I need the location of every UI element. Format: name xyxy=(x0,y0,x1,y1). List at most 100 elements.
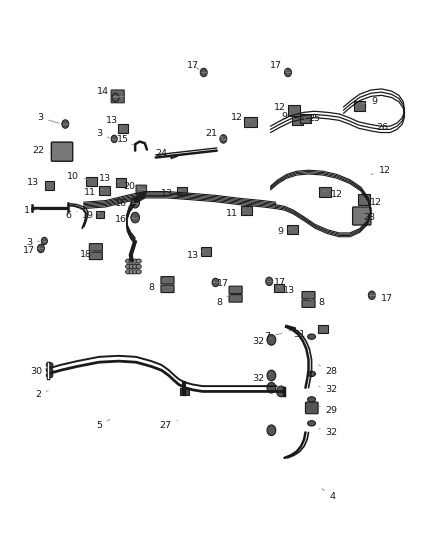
Ellipse shape xyxy=(307,421,315,426)
Bar xyxy=(318,325,328,333)
Text: 12: 12 xyxy=(363,198,382,207)
Circle shape xyxy=(37,244,44,253)
Text: 3: 3 xyxy=(96,129,110,138)
Bar xyxy=(354,101,365,111)
Text: 13: 13 xyxy=(278,286,295,295)
Circle shape xyxy=(212,278,219,287)
Circle shape xyxy=(267,382,276,393)
Circle shape xyxy=(111,135,117,143)
Bar xyxy=(99,185,110,195)
Bar xyxy=(116,178,126,187)
Text: 32: 32 xyxy=(252,337,271,346)
Text: 9: 9 xyxy=(277,228,291,237)
Text: 13: 13 xyxy=(106,116,122,127)
Text: 24: 24 xyxy=(155,149,173,158)
Text: 8: 8 xyxy=(309,298,325,307)
Bar xyxy=(86,176,97,186)
Ellipse shape xyxy=(129,264,134,269)
Text: 20: 20 xyxy=(124,182,141,191)
Circle shape xyxy=(266,277,273,286)
Bar xyxy=(288,106,300,116)
Text: 13: 13 xyxy=(161,189,180,198)
Ellipse shape xyxy=(133,264,138,269)
Ellipse shape xyxy=(133,259,138,263)
FancyBboxPatch shape xyxy=(136,185,147,193)
Ellipse shape xyxy=(133,270,138,274)
Bar xyxy=(287,224,298,234)
FancyBboxPatch shape xyxy=(353,207,371,225)
Ellipse shape xyxy=(129,270,134,274)
Circle shape xyxy=(220,135,227,143)
Ellipse shape xyxy=(307,334,315,340)
Text: 17: 17 xyxy=(374,294,393,303)
Bar xyxy=(244,117,257,127)
Ellipse shape xyxy=(307,397,315,402)
Text: 31: 31 xyxy=(289,330,306,339)
Ellipse shape xyxy=(136,259,141,263)
Circle shape xyxy=(112,93,119,102)
Circle shape xyxy=(368,291,375,300)
Text: 17: 17 xyxy=(214,279,230,288)
Text: 12: 12 xyxy=(324,190,343,199)
Text: 22: 22 xyxy=(32,146,49,155)
Text: 5: 5 xyxy=(96,419,110,431)
Text: 30: 30 xyxy=(30,367,48,376)
Text: 17: 17 xyxy=(270,61,287,71)
Text: 32: 32 xyxy=(318,385,338,394)
Ellipse shape xyxy=(136,270,141,274)
Circle shape xyxy=(131,197,140,208)
Text: 16: 16 xyxy=(115,215,134,224)
Text: 17: 17 xyxy=(187,61,199,70)
Text: 17: 17 xyxy=(23,246,40,255)
Text: 3: 3 xyxy=(37,113,59,123)
Bar xyxy=(292,116,303,125)
FancyBboxPatch shape xyxy=(89,244,102,251)
Text: 1: 1 xyxy=(24,206,39,215)
Circle shape xyxy=(277,386,286,397)
FancyBboxPatch shape xyxy=(51,142,73,161)
FancyBboxPatch shape xyxy=(229,286,242,294)
Bar xyxy=(358,194,370,205)
Text: 11: 11 xyxy=(84,188,103,197)
Text: 25: 25 xyxy=(304,114,320,123)
Ellipse shape xyxy=(46,362,53,367)
Circle shape xyxy=(285,68,291,77)
Text: 13: 13 xyxy=(28,178,45,187)
Text: 19: 19 xyxy=(82,212,99,221)
Bar xyxy=(45,181,54,190)
Bar xyxy=(201,247,211,256)
Text: 12: 12 xyxy=(274,102,293,111)
Text: 21: 21 xyxy=(205,129,223,138)
Text: 3: 3 xyxy=(26,238,39,247)
Ellipse shape xyxy=(46,368,53,373)
Text: 8: 8 xyxy=(216,295,230,307)
Bar xyxy=(177,187,187,195)
Text: 16: 16 xyxy=(115,199,134,208)
FancyBboxPatch shape xyxy=(161,277,174,284)
Text: 14: 14 xyxy=(97,86,115,96)
Text: 9: 9 xyxy=(361,97,377,106)
Text: 13: 13 xyxy=(187,251,204,260)
Ellipse shape xyxy=(126,264,131,269)
Text: 28: 28 xyxy=(318,365,338,376)
Text: 13: 13 xyxy=(99,174,119,183)
FancyBboxPatch shape xyxy=(302,292,315,299)
Bar xyxy=(118,124,128,133)
FancyBboxPatch shape xyxy=(89,252,102,260)
Text: 23: 23 xyxy=(357,213,376,222)
Circle shape xyxy=(62,120,69,128)
Bar xyxy=(96,211,104,218)
FancyBboxPatch shape xyxy=(111,90,124,103)
Text: 4: 4 xyxy=(321,489,336,500)
FancyBboxPatch shape xyxy=(302,300,315,308)
Text: 2: 2 xyxy=(35,390,48,399)
Ellipse shape xyxy=(46,373,53,378)
Ellipse shape xyxy=(136,264,141,269)
Circle shape xyxy=(41,237,47,245)
Text: 15: 15 xyxy=(117,135,134,146)
Text: 12: 12 xyxy=(371,166,391,175)
Text: 12: 12 xyxy=(230,113,250,122)
Ellipse shape xyxy=(126,259,131,263)
Text: 18: 18 xyxy=(80,251,92,260)
Text: 9: 9 xyxy=(282,112,294,121)
